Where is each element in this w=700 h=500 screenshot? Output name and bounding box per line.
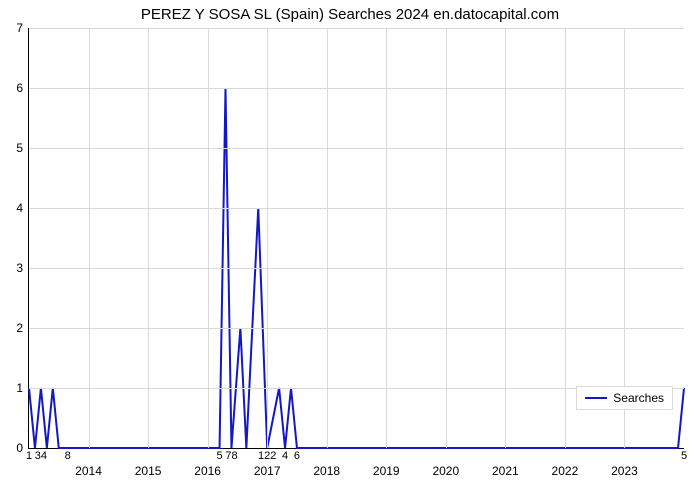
gridline-v	[505, 28, 506, 448]
point-label: 8	[65, 448, 71, 462]
y-tick-label: 2	[16, 321, 29, 335]
point-label: 78	[225, 448, 237, 462]
point-label: 5	[216, 448, 222, 462]
gridline-h	[29, 148, 684, 149]
gridline-v	[267, 28, 268, 448]
y-tick-label: 4	[16, 201, 29, 215]
x-tick-label: 2018	[313, 448, 340, 478]
y-tick-label: 7	[16, 21, 29, 35]
gridline-v	[327, 28, 328, 448]
gridline-v	[565, 28, 566, 448]
line-series	[29, 28, 684, 448]
point-label: 4	[282, 448, 288, 462]
gridline-h	[29, 28, 684, 29]
legend-swatch	[585, 397, 607, 399]
gridline-h	[29, 88, 684, 89]
gridline-v	[148, 28, 149, 448]
y-tick-label: 3	[16, 261, 29, 275]
point-label: 5	[681, 448, 687, 462]
y-tick-label: 1	[16, 381, 29, 395]
point-label: 122	[258, 448, 276, 462]
gridline-v	[624, 28, 625, 448]
point-label: 1	[26, 448, 32, 462]
point-label: 34	[35, 448, 47, 462]
gridline-h	[29, 208, 684, 209]
x-tick-label: 2021	[492, 448, 519, 478]
x-tick-label: 2015	[135, 448, 162, 478]
gridline-v	[446, 28, 447, 448]
legend-label: Searches	[613, 391, 664, 405]
point-label: 6	[294, 448, 300, 462]
x-tick-label: 2023	[611, 448, 638, 478]
gridline-v	[386, 28, 387, 448]
y-tick-label: 5	[16, 141, 29, 155]
gridline-h	[29, 328, 684, 329]
y-tick-label: 6	[16, 81, 29, 95]
gridline-v	[89, 28, 90, 448]
x-tick-label: 2020	[432, 448, 459, 478]
x-tick-label: 2019	[373, 448, 400, 478]
chart-title: PEREZ Y SOSA SL (Spain) Searches 2024 en…	[0, 6, 700, 23]
gridline-v	[208, 28, 209, 448]
legend: Searches	[576, 386, 673, 410]
gridline-h	[29, 268, 684, 269]
x-tick-label: 2014	[75, 448, 102, 478]
x-tick-label: 2022	[552, 448, 579, 478]
